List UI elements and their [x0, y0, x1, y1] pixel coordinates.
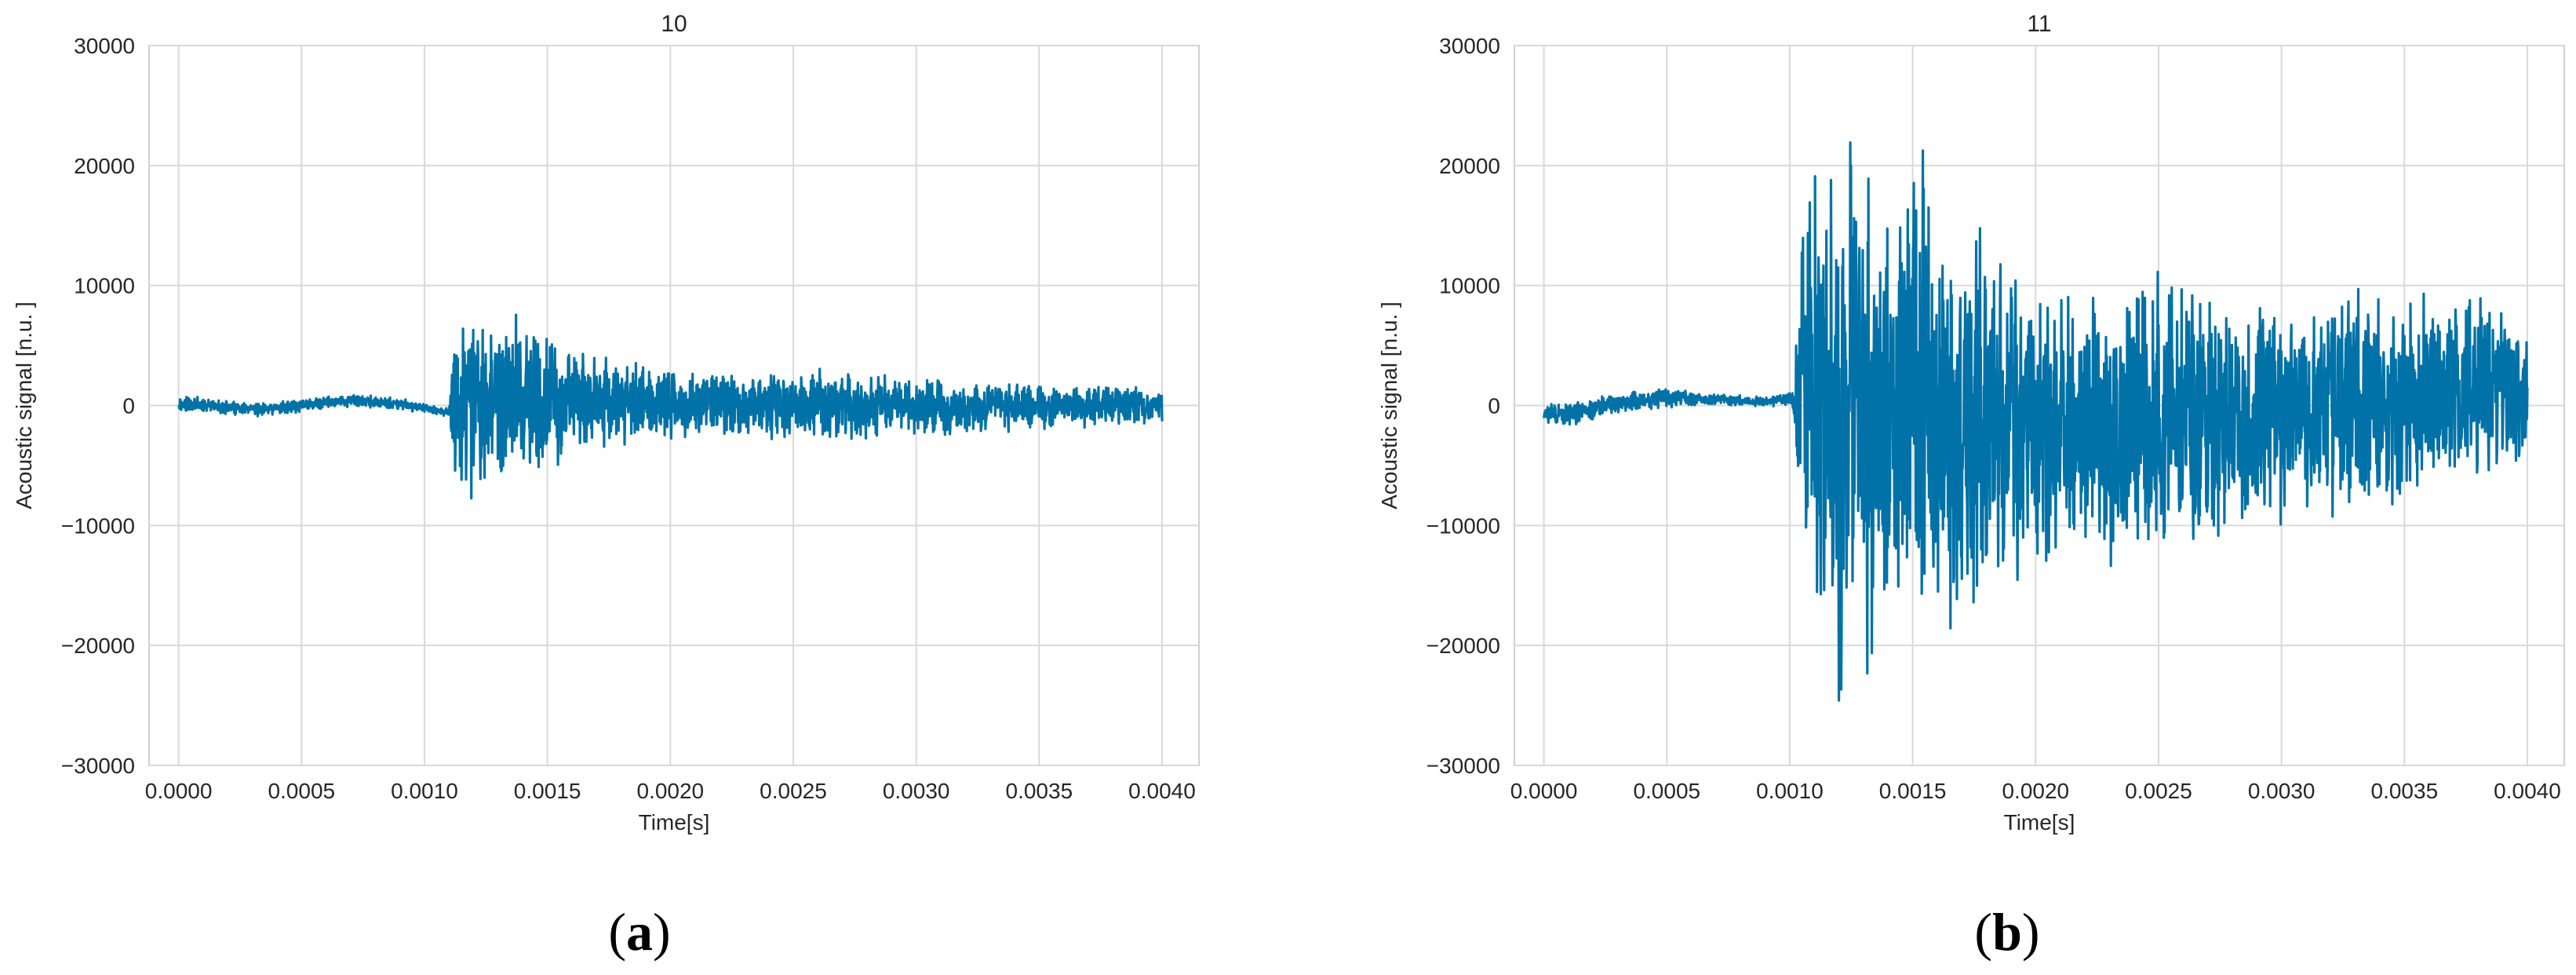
y-tick-label: 0	[122, 394, 135, 418]
chart-title: 11	[2027, 11, 2051, 37]
y-tick-label: 20000	[1439, 154, 1500, 178]
x-tick-label: 0.0040	[1128, 779, 1196, 803]
x-tick-label: 0.0025	[760, 779, 827, 803]
y-tick-label: 10000	[74, 274, 135, 298]
x-tick-label: 0.0005	[1633, 779, 1700, 803]
x-axis-label: Time[s]	[639, 810, 710, 834]
chart-panel-a: 10 0.0000 0.0005 0.0010 0.0015 0.0020 0.0025 0…	[12, 11, 1200, 834]
x-tick-label: 0.0015	[1879, 779, 1947, 803]
x-tick-label: 0.0020	[2002, 779, 2069, 803]
panel-label-a: (a)	[608, 902, 670, 962]
x-tick-label: 0.0010	[1756, 779, 1824, 803]
x-tick-label: 0.0000	[145, 779, 213, 803]
x-tick-label: 0.0015	[514, 779, 581, 803]
y-axis-label: Acoustic signal [n.u. ]	[12, 301, 36, 509]
x-tick-label: 0.0030	[883, 779, 950, 803]
signal-series-line	[1543, 141, 2529, 702]
y-tick-label: 10000	[1439, 274, 1500, 298]
signal-series-line	[177, 313, 1164, 500]
y-tick-label: −20000	[61, 634, 135, 658]
y-tick-label: −20000	[1426, 634, 1500, 658]
chart-panel-b: 11 0.0000 0.0005 0.0010 0.0015 0.0020 0.0025 0…	[1377, 11, 2565, 834]
x-tick-label: 0.0035	[2371, 779, 2439, 803]
x-tick-label: 0.0005	[268, 779, 335, 803]
x-tick-label: 0.0030	[2248, 779, 2315, 803]
y-tick-label: 30000	[1439, 34, 1500, 58]
x-axis-label: Time[s]	[2004, 810, 2075, 834]
y-tick-label: 0	[1488, 394, 1500, 418]
y-tick-label: −30000	[61, 754, 135, 778]
y-tick-label: −10000	[1426, 513, 1500, 538]
y-axis-label: Acoustic signal [n.u. ]	[1377, 301, 1401, 509]
panel-label-b: (b)	[1974, 902, 2039, 962]
y-tick-label: −10000	[61, 513, 135, 538]
x-tick-label: 0.0025	[2125, 779, 2192, 803]
y-tick-label: 30000	[74, 34, 135, 58]
x-tick-label: 0.0040	[2494, 779, 2561, 803]
y-tick-label: 20000	[74, 154, 135, 178]
x-tick-label: 0.0020	[636, 779, 704, 803]
x-tick-label: 0.0010	[391, 779, 458, 803]
x-tick-label: 0.0035	[1006, 779, 1073, 803]
y-tick-label: −30000	[1426, 754, 1500, 778]
chart-title: 10	[661, 11, 687, 37]
x-tick-label: 0.0000	[1510, 779, 1578, 803]
